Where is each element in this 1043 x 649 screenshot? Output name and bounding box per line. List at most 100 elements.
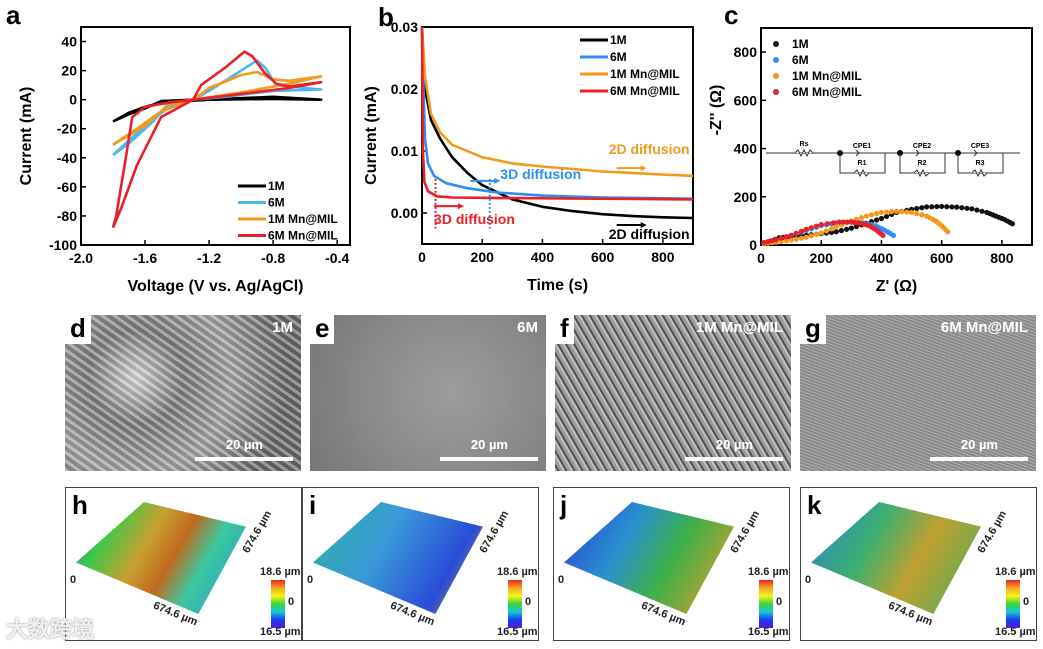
data-point [919,212,925,218]
panel-label: f [555,315,574,344]
colorbar-min: 16.5 µm [260,626,301,638]
series-line-3 [111,50,323,229]
sem-image-f: f 1M Mn@MIL 20 µm [555,315,791,471]
colorbar-max: 18.6 µm [995,566,1036,578]
data-point [863,213,869,219]
legend-label: 6M [792,53,809,67]
y-tick-label: 0.02 [391,81,418,97]
data-point [836,219,842,225]
x-axis-label: Voltage (V vs. Ag/AgCl) [127,278,303,295]
data-point [890,232,897,238]
y-size-label: 674.6 µm [240,508,275,556]
data-point [883,209,890,215]
legend-label: 6M Mn@MIL [268,229,338,243]
legend-label: 6M [268,196,285,210]
x-axis-label: Time (s) [527,277,588,294]
legend-label: 1M Mn@MIL [610,67,680,81]
sample-label: 6M [517,319,538,336]
data-point [843,226,850,232]
data-point [793,236,799,242]
topography-panel-i: i 0 674.6 µm 674.6 µm 18.6 µm 0 16.5 µm [302,487,539,641]
data-point [840,219,846,225]
origin-label: 0 [70,574,77,586]
sample-label: 1M [272,319,293,336]
x-tick-label: -0.8 [261,250,285,266]
panel-label: d [65,315,91,344]
data-point [793,230,799,236]
scale-bar-label: 20 µm [470,437,508,452]
data-point [893,208,900,214]
scale-bar-label: 20 µm [715,437,753,452]
y-tick-label: -40 [57,150,77,166]
arrowhead-icon [640,222,647,229]
data-point [939,203,945,210]
origin-label: 0 [307,574,314,586]
legend-label: 1M Mn@MIL [268,212,338,226]
y-tick-label: 0.00 [391,205,418,221]
y-axis-label: Current (mA) [363,86,380,185]
legend-marker [773,73,779,79]
scale-bar [440,457,538,461]
scale-bar-label: 20 µm [225,437,263,452]
data-point [883,213,890,220]
data-point [874,217,880,223]
data-point [974,207,980,213]
data-point [803,234,809,240]
data-point [828,226,835,232]
data-point [773,237,779,243]
x-tick-label: 200 [810,250,834,266]
data-point [818,221,824,228]
circuit-label: CPE2 [913,143,931,150]
panel-label: j [560,490,568,520]
data-point [808,225,814,231]
colorbar-mid: 0 [525,596,532,608]
data-point [959,205,965,211]
data-point [880,232,886,238]
data-point [838,227,844,234]
data-point [848,225,854,231]
colorbar-max: 18.6 µm [748,566,789,578]
panel-label: h [72,490,88,520]
circuit-label: R3 [976,160,985,167]
circuit-label: Rs [800,141,809,148]
circuit-label: R1 [858,160,867,167]
cpe-icon [915,149,920,157]
cpe-icon [855,149,860,157]
x-tick-label: 400 [531,249,555,265]
legend-label: 6M Mn@MIL [792,85,862,99]
origin-label: 0 [805,574,812,586]
legend-marker [773,57,779,63]
arrowhead-icon [640,165,647,172]
series-line-0 [420,26,694,220]
x-tick-label: -0.4 [325,250,349,266]
y-axis-label: Current (mA) [18,87,35,186]
surface-map [564,502,734,614]
y-tick-label: 20 [61,63,77,79]
colorbar-mid: 0 [1023,596,1030,608]
panel-label: e [310,315,335,344]
data-point [765,239,771,245]
data-point [778,235,784,241]
legend-label: 6M Mn@MIL [610,84,680,98]
y-tick-label: 0.01 [391,143,418,159]
legend-label: 6M [610,50,627,64]
data-point [878,209,885,216]
surface-map [313,502,483,614]
data-point [914,205,920,212]
x-tick-label: -2.0 [69,250,93,266]
sem-image-g: g 6M Mn@MIL 20 µm [800,315,1036,471]
circuit-label: CPE3 [971,143,989,150]
data-point [783,238,789,244]
data-point [1009,221,1016,227]
x-tick-label: 800 [990,250,1014,266]
colorbar-max: 18.6 µm [497,566,538,578]
data-point [878,215,885,222]
sem-image-d: d 1M 20 µm [65,315,301,471]
circuit-label: R2 [918,160,927,167]
topography-panel-h: h 0 674.6 µm 674.6 µm 18.6 µm 0 16.5 µm [65,487,302,641]
legend-label: 1M [610,33,627,47]
data-point [899,209,905,215]
x-tick-label: 0 [757,250,765,266]
colorbar [759,580,773,628]
x-tick-label: 600 [930,250,954,266]
